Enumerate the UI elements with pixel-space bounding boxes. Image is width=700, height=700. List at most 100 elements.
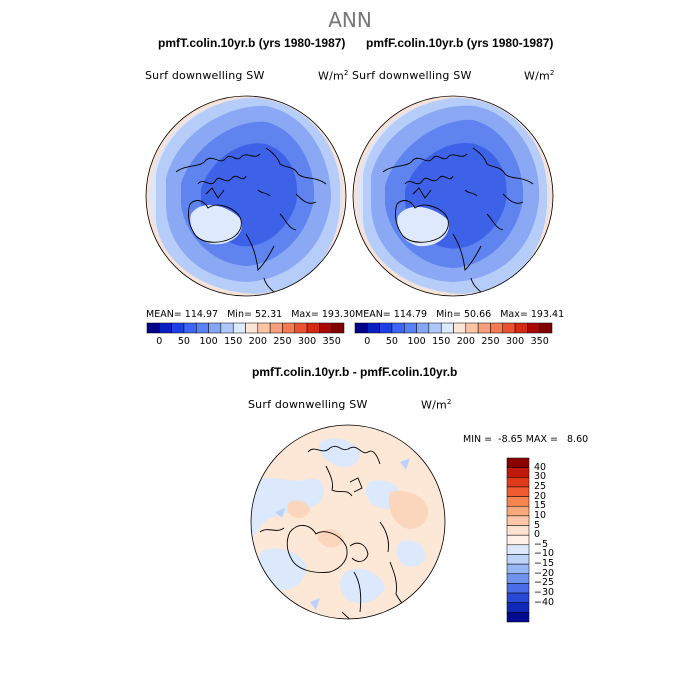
difference-colorbar-swatch xyxy=(506,583,530,594)
difference-minmax: MIN = -8.65 MAX = 8.60 xyxy=(463,434,589,445)
panel-1-colorbar-swatch xyxy=(282,322,295,334)
difference-colorbar-labels: 40 30 25 20 15 10 5 0 −5 −10 −15 −20 −25 −30 −40 xyxy=(534,458,574,622)
panel-2-colorbar-swatch xyxy=(539,322,553,334)
panel-2-polar-map xyxy=(352,95,554,297)
difference-colorbar-swatch xyxy=(506,515,530,526)
panel-1-colorbar-swatch xyxy=(196,322,209,334)
panel-1-stats: MEAN= 114.97 Min= 52.31 Max= 193.30 xyxy=(146,309,356,320)
difference-colorbar-label: −15 xyxy=(534,558,555,570)
panel-1-colorbar-swatch xyxy=(245,322,259,334)
difference-colorbar-label: 10 xyxy=(534,509,547,521)
panel-1-colorbar-swatch xyxy=(257,322,271,334)
panel-1-colorbar-ticks: 0 50 100 150 200 250 300 350 xyxy=(147,336,344,348)
panel-1-colorbar-tick-label: 150 xyxy=(224,336,243,347)
panel-2-colorbar-ticks: 0 50 100 150 200 250 300 350 xyxy=(355,336,552,348)
panel-1-colorbar-tick-label: 50 xyxy=(177,336,190,347)
panel-2-case-title: pmfF.colin.10yr.b (yrs 1980-1987) xyxy=(366,36,554,50)
panel-2-colorbar-swatch xyxy=(428,322,442,334)
panel-2-colorbar-swatch xyxy=(416,322,430,334)
difference-colorbar-swatch xyxy=(506,486,530,497)
panel-1-colorbar-tick-label: 100 xyxy=(199,336,218,347)
panel-2-colorbar-tick-label: 300 xyxy=(505,336,525,347)
difference-colorbar-swatch xyxy=(506,554,530,565)
difference-title: pmfT.colin.10yr.b - pmfF.colin.10yr.b xyxy=(252,365,458,379)
difference-colorbar-swatch xyxy=(506,496,530,507)
panel-1-units: W/m2 xyxy=(318,69,349,83)
panel-2-colorbar-swatch xyxy=(527,322,540,334)
difference-colorbar-label: 0 xyxy=(534,529,541,541)
difference-colorbar-swatch xyxy=(506,525,530,536)
difference-colorbar-label: −10 xyxy=(534,548,555,560)
panel-2-colorbar-swatch xyxy=(379,322,393,334)
difference-colorbar-label: 40 xyxy=(534,461,547,473)
panel-1-colorbar-swatch xyxy=(269,322,283,334)
panel-1-colorbar-swatch xyxy=(232,322,246,334)
panel-1-colorbar-swatch xyxy=(294,322,308,334)
panel-2-colorbar-swatch xyxy=(502,322,516,334)
difference-colorbar-label: −20 xyxy=(534,567,555,579)
panel-2-stats: MEAN= 114.79 Min= 50.66 Max= 193.41 xyxy=(355,309,565,320)
difference-colorbar-swatch xyxy=(506,534,530,546)
difference-colorbar-swatch xyxy=(506,612,530,623)
panel-1-colorbar-swatch xyxy=(306,322,320,334)
difference-colorbar-swatch xyxy=(506,457,530,468)
panel-1-colorbar-swatch xyxy=(146,322,160,334)
panel-1-colorbar-swatch xyxy=(319,322,332,334)
panel-1-colorbar-tick-label: 350 xyxy=(322,336,341,347)
panel-1-colorbar-swatch xyxy=(208,322,222,334)
difference-colorbar-swatch xyxy=(506,505,530,517)
panel-2-colorbar-tick-label: 0 xyxy=(364,336,371,347)
panel-1-colorbar-swatch xyxy=(171,322,185,334)
panel-2-colorbar-swatch xyxy=(391,322,405,334)
difference-colorbar-label: −30 xyxy=(534,587,555,599)
panel-1-polar-map xyxy=(145,95,347,297)
difference-colorbar-label: 20 xyxy=(534,490,547,502)
difference-colorbar-swatch xyxy=(506,467,530,478)
difference-colorbar-label: −40 xyxy=(534,596,555,608)
panel-2-colorbar-swatch xyxy=(465,322,479,334)
difference-variable-label: Surf downwelling SW xyxy=(248,398,368,411)
panel-1-variable-label: Surf downwelling SW xyxy=(145,69,265,82)
panel-2-colorbar-swatch xyxy=(440,322,454,334)
panel-2-colorbar-tick-label: 100 xyxy=(407,336,426,347)
difference-colorbar-label: 5 xyxy=(534,519,541,531)
difference-colorbar-label: −25 xyxy=(534,577,555,589)
difference-colorbar-swatch xyxy=(506,563,530,575)
panel-1-colorbar-tick-label: 250 xyxy=(273,336,292,347)
difference-colorbar-label: 15 xyxy=(534,500,547,512)
panel-2-colorbar-swatch xyxy=(367,322,380,334)
panel-2-colorbar-swatch xyxy=(477,322,491,334)
panel-1-colorbar-swatch xyxy=(331,322,345,334)
difference-colorbar xyxy=(506,457,530,623)
panel-1-colorbar-swatch xyxy=(159,322,172,334)
difference-colorbar-swatch xyxy=(506,602,530,613)
panel-2-colorbar-swatch xyxy=(453,322,467,334)
difference-colorbar-label: −5 xyxy=(534,538,549,550)
panel-2-colorbar-swatch xyxy=(490,322,503,334)
panel-2-variable-label: Surf downwelling SW xyxy=(352,69,472,82)
panel-1-colorbar-tick-label: 300 xyxy=(297,336,317,347)
difference-units: W/m2 xyxy=(421,398,452,412)
panel-2-colorbar-tick-label: 350 xyxy=(530,336,549,347)
difference-colorbar-swatch xyxy=(506,544,530,555)
difference-colorbar-swatch xyxy=(506,592,530,603)
page-title: ANN xyxy=(328,8,372,32)
panel-1-colorbar-swatch xyxy=(183,322,197,334)
difference-colorbar-label: 25 xyxy=(534,480,547,492)
panel-2-colorbar-tick-label: 150 xyxy=(432,336,451,347)
panel-2-units: W/m2 xyxy=(524,69,555,83)
panel-2-colorbar-swatch xyxy=(514,322,528,334)
panel-1-colorbar-swatch xyxy=(220,322,234,334)
panel-2-colorbar-swatch xyxy=(404,322,417,334)
panel-2-colorbar-tick-label: 50 xyxy=(385,336,398,347)
panel-1-colorbar-tick-label: 200 xyxy=(248,336,267,347)
panel-2-colorbar xyxy=(354,322,553,334)
difference-colorbar-swatch xyxy=(506,573,530,584)
panel-1-case-title: pmfT.colin.10yr.b (yrs 1980-1987) xyxy=(158,36,346,50)
difference-colorbar-label: 30 xyxy=(534,471,547,483)
panel-1-colorbar xyxy=(146,322,345,334)
panel-2-colorbar-swatch xyxy=(354,322,368,334)
panel-1-colorbar-tick-label: 0 xyxy=(156,336,163,347)
panel-2-colorbar-tick-label: 250 xyxy=(481,336,500,347)
difference-colorbar-swatch xyxy=(506,477,530,488)
